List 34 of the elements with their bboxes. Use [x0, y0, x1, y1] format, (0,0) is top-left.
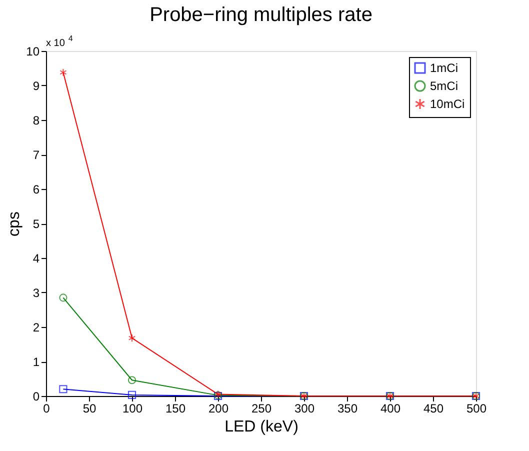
chart-title: Probe−ring multiples rate — [150, 4, 372, 26]
y-tick-label: 7 — [32, 148, 40, 162]
point — [128, 334, 136, 342]
x-tick-label: 100 — [122, 402, 143, 416]
x-tick-label: 0 — [43, 402, 50, 416]
x-tick-label: 450 — [423, 402, 444, 416]
x-tick-label: 200 — [208, 402, 229, 416]
x-tick-label: 350 — [337, 402, 358, 416]
y-tick-label: 0 — [32, 390, 40, 404]
point — [59, 385, 68, 394]
y-tick-label: 10 — [26, 44, 40, 58]
x-tick-label: 400 — [380, 402, 401, 416]
x-tick-label: 500 — [466, 402, 487, 416]
legend-label: 1mCi — [430, 61, 458, 75]
y-axis-title: cps — [6, 212, 24, 236]
x-tick-label: 150 — [165, 402, 186, 416]
x-axis-title: LED (keV) — [224, 418, 298, 436]
point — [60, 68, 67, 76]
y-tick-label: 6 — [32, 182, 40, 196]
x-tick-label: 300 — [294, 402, 315, 416]
y-tick-label: 3 — [32, 286, 40, 300]
y-tick-label: 5 — [32, 217, 40, 231]
y-tick-label: 2 — [32, 320, 40, 334]
x-tick-label: 50 — [82, 402, 96, 416]
legend-label: 5mCi — [430, 79, 458, 93]
point — [128, 390, 136, 399]
y-tick-label: 4 — [32, 252, 40, 266]
point — [128, 376, 136, 384]
y-tick-label: 8 — [32, 114, 40, 128]
y-tick-label: 1 — [32, 355, 40, 369]
x-tick-label: 250 — [251, 402, 272, 416]
y-tick-label: 9 — [32, 79, 40, 93]
legend-label: 10mCi — [430, 97, 465, 111]
point — [59, 294, 68, 302]
